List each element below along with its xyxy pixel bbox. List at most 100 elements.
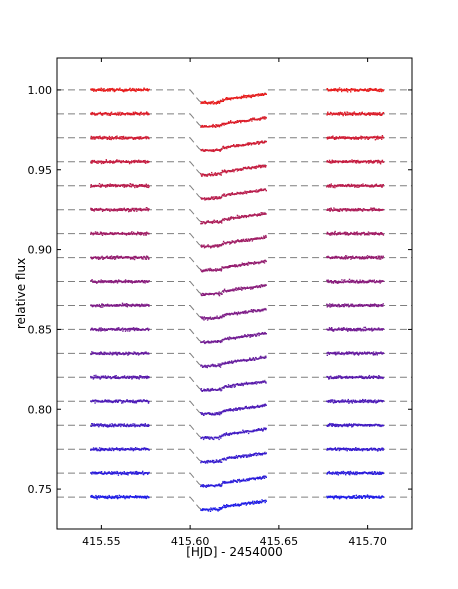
data-point [205, 366, 207, 368]
data-point [127, 279, 130, 282]
data-point [326, 88, 329, 90]
data-point [351, 232, 353, 235]
data-point [208, 197, 210, 199]
data-point [207, 340, 209, 342]
data-point [353, 233, 356, 236]
data-point [258, 334, 260, 337]
data-point [330, 303, 332, 306]
data-point [134, 305, 136, 307]
data-point [356, 210, 358, 212]
data-point [202, 318, 204, 320]
data-point [347, 257, 349, 260]
data-point [218, 389, 220, 391]
data-point [96, 257, 98, 260]
data-point [218, 317, 221, 320]
data-point [231, 241, 233, 244]
data-point [235, 287, 237, 289]
data-point [244, 311, 246, 313]
data-point [343, 305, 346, 307]
data-point [241, 289, 243, 291]
data-point [236, 312, 238, 315]
data-point [343, 232, 345, 235]
data-point [146, 89, 148, 91]
data-point [349, 160, 352, 162]
data-point [227, 313, 230, 315]
data-point [349, 327, 351, 330]
data-point [112, 256, 114, 258]
data-point [129, 87, 131, 90]
data-point [98, 328, 100, 330]
data-point [359, 136, 362, 139]
data-point [126, 328, 129, 330]
data-point [349, 280, 352, 283]
data-point [221, 389, 223, 391]
data-point [339, 185, 342, 187]
data-point [139, 209, 142, 211]
data-point [330, 328, 332, 330]
data-point [234, 311, 236, 313]
data-point [250, 94, 252, 97]
data-point [105, 160, 108, 162]
data-point [106, 329, 109, 331]
data-point [244, 166, 247, 169]
data-point [332, 113, 334, 116]
data-point [358, 186, 360, 188]
data-point [365, 89, 367, 91]
data-point [343, 281, 345, 283]
data-point [355, 136, 357, 138]
data-point [114, 256, 116, 259]
data-point [326, 114, 328, 116]
data-point [358, 282, 360, 284]
data-point [144, 352, 146, 355]
data-point [382, 184, 384, 186]
data-point [360, 330, 362, 332]
data-point [238, 264, 241, 267]
data-point [335, 255, 338, 258]
data-point [256, 333, 259, 336]
data-point [112, 160, 115, 162]
data-point [147, 186, 150, 189]
data-point [112, 232, 114, 234]
data-point [120, 137, 122, 140]
data-point [118, 305, 121, 307]
data-point [231, 193, 234, 196]
data-point [346, 329, 349, 331]
data-point [108, 89, 110, 91]
data-point [339, 231, 341, 234]
data-point [203, 197, 206, 199]
data-point [357, 234, 359, 236]
series-points [90, 87, 384, 105]
data-point [346, 111, 348, 113]
data-point [95, 90, 97, 92]
data-point [122, 89, 125, 92]
data-point [245, 215, 247, 217]
data-point [146, 280, 148, 282]
data-point [210, 175, 212, 177]
data-point [368, 304, 370, 306]
data-point [381, 257, 384, 259]
data-point [132, 328, 134, 331]
data-point [342, 327, 344, 329]
data-point [93, 159, 95, 162]
data-point [203, 102, 205, 104]
data-point [374, 233, 376, 235]
data-point [253, 95, 256, 97]
data-point [148, 257, 150, 260]
data-point [234, 338, 236, 340]
data-point [92, 138, 94, 140]
data-point [346, 209, 348, 211]
data-point [133, 329, 136, 332]
data-point [133, 304, 135, 306]
data-point [216, 220, 218, 222]
data-point [212, 317, 214, 319]
data-point [135, 352, 137, 355]
data-point [359, 328, 362, 330]
data-point [253, 261, 256, 263]
data-point [222, 315, 224, 318]
data-point [261, 260, 264, 262]
data-point [100, 184, 102, 186]
data-point [362, 232, 364, 235]
data-point [361, 136, 363, 138]
data-point [130, 113, 133, 116]
data-point [94, 231, 97, 233]
